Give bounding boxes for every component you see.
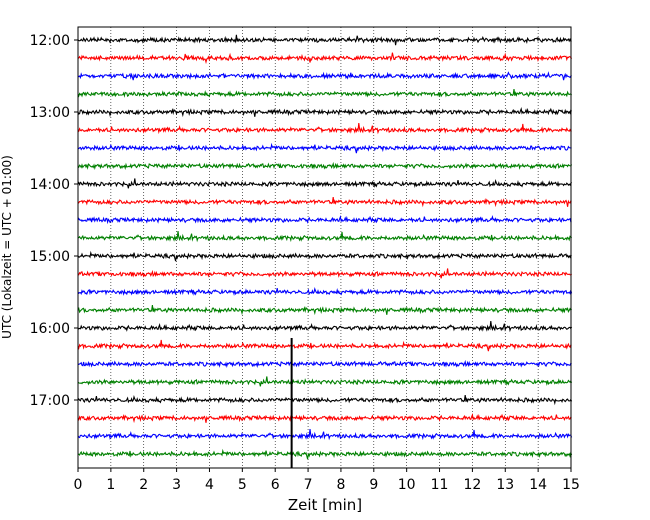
x-tick-label: 13 [496,477,514,493]
trace-1645 [77,376,573,387]
x-tick-label: 14 [529,477,547,493]
y-tick-label: 14:00 [30,177,70,193]
trace-group [77,34,573,460]
trace-1530 [77,286,573,297]
trace-1545 [77,304,572,316]
x-tick-label: 12 [463,477,481,493]
x-tick-label: 3 [172,477,181,493]
trace-1515 [77,268,573,279]
trace-1700 [77,394,573,406]
trace-1245 [77,88,573,98]
y-axis: 12:00 13:00 14:00 15:00 16:00 17:00 [30,33,78,409]
trace-1415 [77,196,572,208]
y-tick-label: 17:00 [30,393,70,409]
x-tick-label: 10 [398,477,416,493]
trace-1715 [77,413,572,424]
trace-1615 [77,339,572,352]
trace-1315 [77,123,572,135]
trace-1745 [77,448,573,460]
trace-1600 [77,321,573,333]
y-tick-label: 13:00 [30,105,70,121]
x-tick-label: 5 [238,477,247,493]
x-tick-label: 4 [205,477,214,493]
plot-frame [77,26,572,469]
trace-1500 [77,250,572,262]
trace-1400 [77,178,573,189]
trace-1345 [77,161,573,171]
trace-1300 [77,107,573,118]
y-axis-label: UTC (Lokalzeit = UTC + 01:00) [0,155,14,339]
x-tick-label: 7 [304,477,313,493]
trace-1230 [77,71,572,81]
x-tick-label: 6 [271,477,280,493]
y-tick-label: 15:00 [30,249,70,265]
x-axis-label: Zeit [min] [288,496,362,514]
trace-1200 [77,34,572,46]
x-tick-label: 9 [369,477,378,493]
trace-1730 [77,429,573,441]
trace-1215 [77,52,573,65]
y-tick-label: 16:00 [30,321,70,337]
x-tick-label: 11 [431,477,449,493]
trace-1330 [77,142,572,154]
trace-1430 [77,215,572,225]
trace-1445 [77,231,573,243]
x-tick-label: 0 [74,477,83,493]
trace-1630 [77,359,572,369]
y-tick-label: 12:00 [30,33,70,49]
x-tick-label: 15 [562,477,580,493]
x-tick-label: 2 [139,477,148,493]
x-axis: 0 1 2 3 4 5 6 7 8 9 10 11 12 13 14 15 [74,468,580,493]
x-tick-label: 1 [106,477,115,493]
x-tick-label: 8 [336,477,345,493]
